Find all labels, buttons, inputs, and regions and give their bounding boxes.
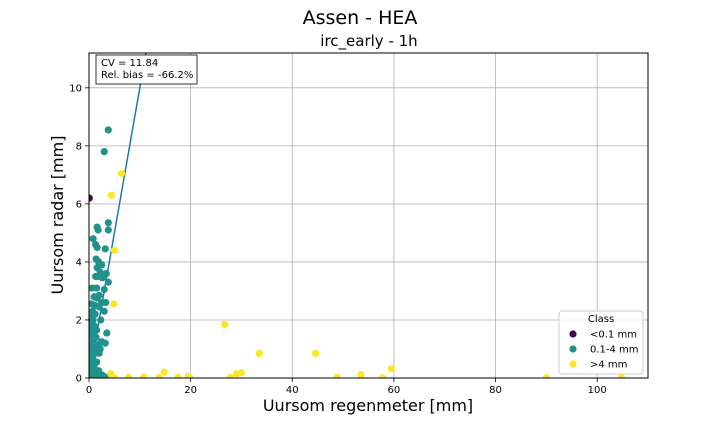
stats-cv: CV = 11.84 — [101, 58, 158, 69]
data-point — [104, 219, 112, 227]
data-point — [103, 329, 111, 337]
data-point — [108, 374, 116, 378]
y-tick-label: 10 — [69, 83, 82, 94]
data-point — [104, 278, 112, 286]
data-point — [542, 374, 550, 378]
legend-marker — [569, 345, 577, 353]
legend-marker — [569, 360, 577, 368]
data-point — [93, 373, 101, 378]
data-point — [89, 235, 97, 243]
stats-box-frame — [95, 54, 198, 85]
x-axis-ticks: 0 20 40 60 80 100 — [86, 378, 607, 396]
data-point — [102, 298, 110, 307]
legend-frame — [558, 310, 644, 375]
data-point — [93, 284, 101, 292]
data-point — [93, 294, 101, 302]
data-point — [174, 373, 182, 378]
data-point — [387, 365, 395, 373]
plot-frame — [88, 52, 649, 379]
data-point — [95, 349, 103, 357]
y-axis-label: Uursom radar [mm] — [48, 136, 67, 295]
stats-box: CV = 11.84 Rel. bias = -66.2% — [95, 54, 198, 85]
data-point — [101, 245, 109, 253]
data-point — [100, 285, 108, 294]
fit-line — [88, 52, 147, 379]
data-point — [160, 368, 168, 376]
y-axis-ticks: 0 2 4 6 8 10 — [69, 83, 89, 385]
series-2-points — [107, 169, 626, 378]
data-point — [232, 370, 240, 378]
data-point — [100, 307, 108, 315]
x-tick-label: 0 — [86, 385, 92, 396]
x-tick-label: 60 — [388, 385, 401, 396]
data-point — [94, 226, 102, 234]
legend-label: 0.1-4 mm — [590, 345, 639, 356]
legend-label: <0.1 mm — [590, 330, 637, 341]
legend-marker — [569, 330, 577, 338]
data-point — [104, 226, 112, 234]
series-1-points — [89, 126, 112, 378]
data-point — [125, 373, 133, 378]
data-point — [89, 373, 94, 378]
legend-label: >4 mm — [590, 360, 627, 371]
data-point — [333, 373, 341, 378]
scatter-points — [89, 126, 626, 378]
data-point — [155, 374, 163, 378]
data-point — [379, 374, 387, 378]
data-point — [255, 349, 263, 357]
data-point — [97, 316, 105, 324]
y-tick-label: 8 — [76, 141, 82, 152]
data-point — [357, 370, 365, 378]
y-tick-label: 4 — [76, 257, 82, 268]
data-point — [110, 246, 119, 254]
data-point — [110, 300, 118, 308]
data-point — [186, 374, 194, 378]
data-point — [221, 320, 229, 328]
x-tick-label: 40 — [286, 385, 299, 396]
x-axis-label: Uursom regenmeter [mm] — [263, 396, 473, 415]
x-tick-label: 80 — [489, 385, 502, 396]
legend: Class <0.1 mm 0.1-4 mm >4 mm — [558, 310, 644, 375]
fit-line-layer — [88, 52, 147, 379]
data-point — [107, 191, 115, 199]
y-tick-label: 2 — [76, 315, 82, 326]
y-tick-label: 6 — [76, 199, 82, 210]
data-point — [617, 374, 626, 378]
points-group — [89, 126, 626, 378]
data-point — [101, 373, 109, 378]
stats-bias: Rel. bias = -66.2% — [101, 70, 193, 81]
data-point — [100, 148, 108, 156]
chart-title: irc_early - 1h — [320, 32, 417, 51]
data-point — [95, 303, 103, 311]
data-point — [312, 349, 320, 357]
data-point — [140, 373, 148, 378]
data-point — [101, 339, 109, 347]
data-point — [117, 169, 126, 178]
data-point — [226, 373, 234, 378]
data-point — [104, 126, 112, 134]
legend-entries: <0.1 mm 0.1-4 mm >4 mm — [569, 330, 639, 371]
x-tick-label: 20 — [184, 385, 197, 396]
y-tick-label: 0 — [76, 374, 82, 385]
x-tick-label: 100 — [588, 385, 607, 396]
data-point — [98, 274, 106, 282]
figure-suptitle: Assen - HEA — [303, 7, 418, 29]
data-point — [89, 194, 93, 202]
legend-title: Class — [588, 314, 614, 325]
data-point — [93, 243, 101, 252]
